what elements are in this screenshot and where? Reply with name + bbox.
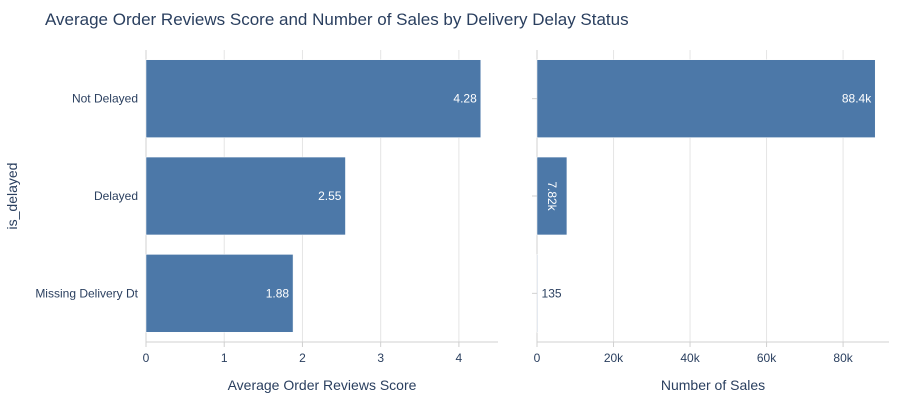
y-tick-label: Missing Delivery Dt	[35, 286, 138, 300]
data-label: 2.55	[318, 189, 342, 203]
panel-1: 0 1 2 3 4 Average Order Reviews Score Not Dela…	[35, 50, 498, 393]
y-tick-label: Delayed	[94, 189, 138, 203]
x-tick-label: 2	[299, 351, 306, 365]
y-tick-label: Not Delayed	[72, 92, 138, 106]
bar-delayed-1	[145, 156, 346, 236]
x-tick-label: 4	[456, 351, 463, 365]
bar-not-delayed-2	[536, 59, 876, 138]
x-tick-label: 0	[143, 351, 150, 365]
y-axis-title: is_delayed	[4, 163, 20, 230]
x-tick-label: 3	[377, 351, 384, 365]
x-axis-title-2: Number of Sales	[661, 377, 765, 393]
x-tick-label: 80k	[833, 351, 853, 365]
x-tick-label: 1	[221, 351, 228, 365]
data-label: 4.28	[453, 92, 477, 106]
x-tick-label: 0	[534, 351, 541, 365]
data-label: 135	[542, 286, 562, 300]
bar-missing-delivery-dt-1	[145, 254, 294, 333]
x-tick-label: 40k	[680, 351, 700, 365]
bar-missing-delivery-dt-2	[536, 254, 539, 333]
data-label: 1.88	[266, 286, 290, 300]
x-tick-label: 60k	[757, 351, 777, 365]
panel-2: 0 20k 40k 60k 80k Number of Sales 88.4k 7.82k 13…	[532, 50, 889, 393]
x-tick-label: 20k	[604, 351, 624, 365]
data-label: 88.4k	[842, 92, 872, 106]
bar-not-delayed-1	[145, 59, 482, 138]
data-label: 7.82k	[545, 181, 559, 211]
chart-title: Average Order Reviews Score and Number o…	[45, 10, 629, 29]
x-axis-title-1: Average Order Reviews Score	[228, 377, 417, 393]
